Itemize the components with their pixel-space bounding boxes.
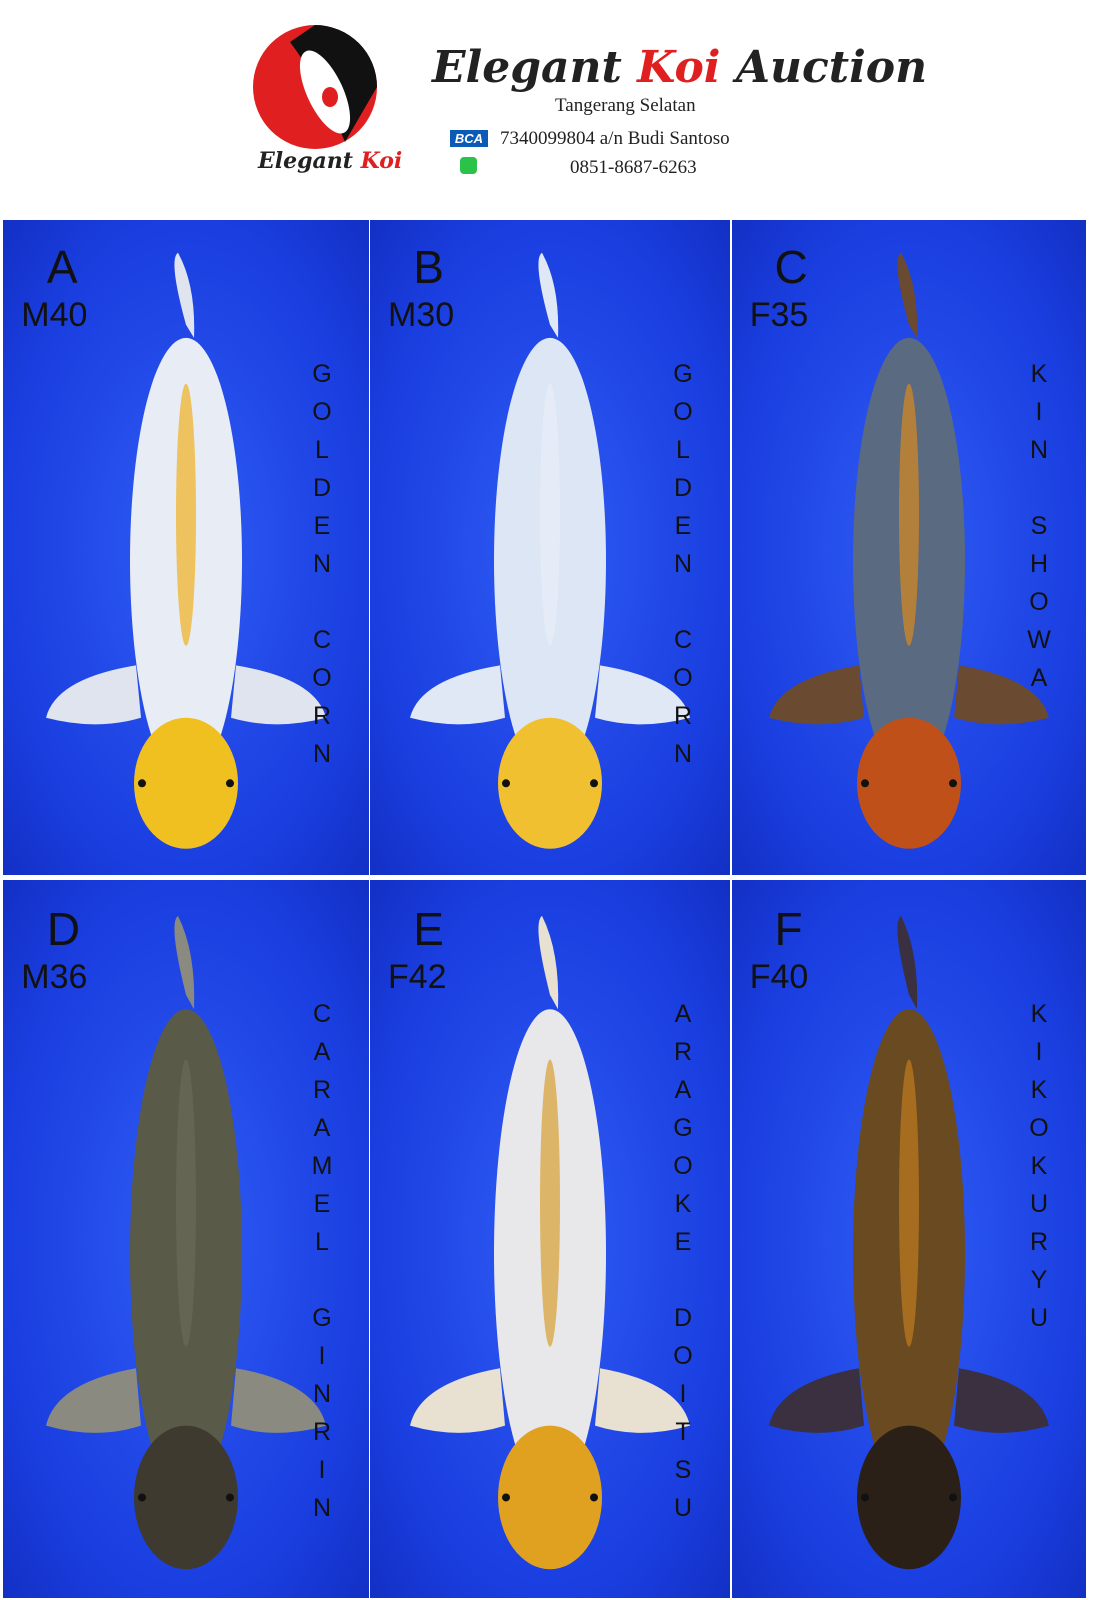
koi-photo — [46, 915, 326, 1570]
title-word: Koi — [637, 42, 721, 93]
lot-code: B — [413, 241, 444, 293]
lot-code: A — [46, 241, 78, 293]
logo-word: Koi — [360, 148, 403, 174]
variety-name: KIN SHOWA — [1025, 360, 1053, 702]
lot-size: F35 — [749, 296, 809, 334]
lot-size: M40 — [21, 296, 88, 334]
lot-panel: B M30 GOLDEN CORN — [370, 220, 730, 875]
lot-panel: E F42 ARAGOKE DOITSU — [370, 880, 730, 1598]
koi-photo — [769, 252, 1049, 849]
variety-name: GOLDEN CORN — [308, 360, 336, 778]
lot-panel: C F35 KIN SHOWA — [732, 220, 1086, 875]
lot-panel: A M40 GOLDEN CORN — [3, 220, 369, 875]
lot-size: M30 — [388, 296, 455, 334]
logo — [253, 25, 377, 149]
variety-name: ARAGOKE DOITSU — [669, 1000, 697, 1532]
lot-size: F42 — [388, 958, 447, 996]
variety-name: GOLDEN CORN — [669, 360, 697, 778]
lot-code: D — [46, 903, 81, 955]
lot-size: M36 — [21, 958, 88, 996]
bank: BCA — [450, 130, 488, 147]
koi-photo — [46, 252, 326, 849]
account: 7340099804 a/n Budi Santoso — [500, 128, 730, 149]
title: Elegant Koi Auction — [432, 42, 927, 93]
title-word: Elegant — [432, 42, 622, 93]
variety-name: CARAMEL GINRIN — [308, 1000, 336, 1532]
lot-panel: D M36 CARAMEL GINRIN — [3, 880, 369, 1598]
phone: 0851-8687-6263 — [570, 157, 697, 178]
lot-code: C — [774, 241, 808, 293]
logo-text: Elegant Koi — [258, 148, 402, 174]
whatsapp-icon — [460, 157, 477, 174]
lot-panel: F F40 KIKOKURYU — [732, 880, 1086, 1598]
lot-size: F40 — [749, 958, 809, 996]
title-word: Auction — [735, 42, 928, 93]
koi-photo — [769, 915, 1049, 1570]
lot-code: E — [413, 903, 444, 955]
koi-photo — [410, 252, 690, 849]
lot-code: F — [774, 903, 803, 955]
location: Tangerang Selatan — [555, 95, 696, 116]
logo-word: Elegant — [258, 148, 353, 174]
variety-name: KIKOKURYU — [1025, 1000, 1053, 1342]
koi-photo — [410, 915, 690, 1570]
